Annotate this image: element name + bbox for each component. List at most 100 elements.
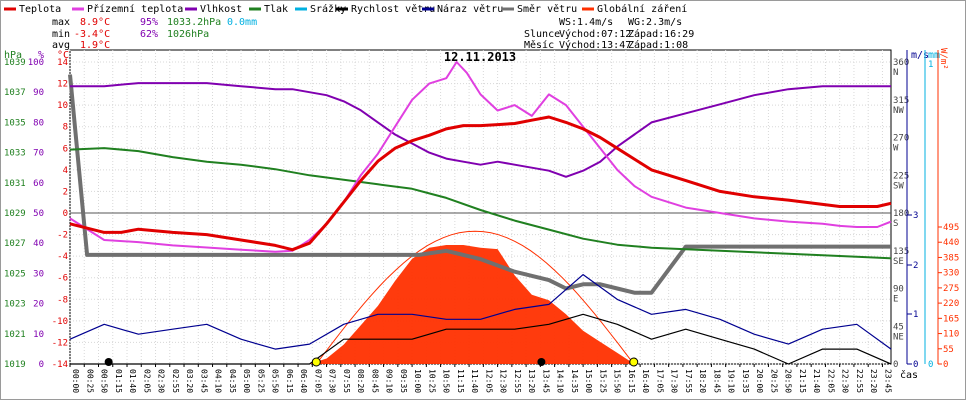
- x-tick-2: 00:50: [100, 369, 109, 393]
- sunrise-marker: [311, 357, 321, 367]
- x-tick-7: 02:55: [171, 369, 180, 393]
- radiation-tick-4: 275: [943, 284, 959, 294]
- temperature-tick-7: 0: [63, 209, 68, 219]
- x-tick-3: 01:15: [114, 369, 123, 393]
- x-tick-30: 12:30: [499, 369, 508, 393]
- moonset-marker: [104, 358, 113, 366]
- x-tick-16: 06:40: [299, 369, 308, 393]
- radiation-tick-0: 495: [943, 223, 959, 233]
- winddir-label-2: W: [893, 144, 899, 154]
- x-tick-32: 13:20: [527, 369, 536, 393]
- stat-max-hum: 95%: [140, 17, 158, 28]
- humidity-tick-1: 90: [33, 88, 44, 98]
- wind-gust-info: WG:2.3m/s: [628, 17, 682, 28]
- windspeed-tick-1: 2: [913, 261, 918, 271]
- humidity-tick-5: 50: [33, 209, 44, 219]
- temperature-tick-6: 2: [63, 187, 68, 197]
- legend-label-5: Rychlost větru: [351, 3, 435, 15]
- stat-min-press: 1026hPa: [167, 29, 209, 40]
- x-tick-18: 07:30: [328, 369, 337, 393]
- humidity-tick-0: 100: [28, 58, 44, 68]
- x-tick-24: 10:00: [413, 369, 422, 393]
- x-tick-52: 21:40: [812, 369, 821, 393]
- pressure-tick-8: 1023: [4, 300, 26, 310]
- temperature-tick-1: 12: [57, 80, 68, 90]
- humidity-tick-10: 0: [39, 360, 44, 370]
- winddir-tick-2: 270: [893, 134, 909, 144]
- x-tick-45: 18:45: [712, 369, 721, 393]
- stat-min-temp: -3.4°C: [74, 29, 110, 40]
- x-tick-43: 17:55: [684, 369, 693, 393]
- humidity-tick-3: 70: [33, 149, 44, 159]
- x-tick-4: 01:40: [128, 369, 137, 393]
- sun-set: Západ:16:29: [628, 28, 694, 40]
- x-tick-17: 07:05: [313, 369, 322, 393]
- x-tick-22: 09:10: [385, 369, 394, 393]
- x-tick-40: 16:40: [641, 369, 650, 393]
- temperature-tick-2: 10: [57, 101, 68, 111]
- humidity-tick-7: 30: [33, 269, 44, 279]
- x-tick-48: 20:00: [755, 369, 764, 393]
- x-tick-14: 05:50: [271, 369, 280, 393]
- temperature-tick-10: -6: [57, 274, 68, 284]
- stats-block: max 8.9°C 95% 1033.2hPa 0.0mm min -3.4°C…: [52, 17, 257, 51]
- winddir-tick-7: 45: [893, 322, 904, 332]
- x-tick-37: 15:25: [598, 369, 607, 393]
- series-směr-větru: [68, 74, 891, 295]
- x-tick-39: 16:15: [627, 369, 636, 393]
- x-tick-20: 08:20: [356, 369, 365, 393]
- winddir-label-6: E: [893, 295, 898, 305]
- pressure-tick-7: 1025: [4, 269, 26, 279]
- series-radiation-arc: [315, 230, 635, 365]
- humidity-tick-9: 10: [33, 330, 44, 340]
- stat-avg-temp: 1.9°C: [80, 40, 110, 51]
- unit-mm: mm: [928, 50, 940, 61]
- winddir-tick-4: 180: [893, 209, 909, 219]
- humidity-tick-4: 60: [33, 179, 44, 189]
- series-vlhkost: [70, 82, 891, 178]
- chart-date-title: 12.11.2013: [444, 50, 516, 64]
- x-tick-26: 10:50: [442, 369, 451, 393]
- winddir-label-4: S: [893, 219, 898, 229]
- legend-label-8: Globální záření: [597, 3, 687, 15]
- radiation-tick-1: 440: [943, 238, 959, 248]
- x-tick-29: 12:05: [484, 369, 493, 393]
- moon-set: Západ:1:08: [628, 39, 688, 51]
- winddir-tick-1: 315: [893, 96, 909, 106]
- x-tick-33: 13:45: [541, 369, 550, 393]
- winddir-label-3: SW: [893, 181, 904, 191]
- legend-label-3: Tlak: [264, 4, 288, 15]
- windspeed-tick-0: 3: [913, 211, 918, 221]
- stat-max-rain: 0.0mm: [227, 17, 257, 28]
- astro-block: WS:1.4m/s WG:2.3m/s Slunce Východ:07:12 …: [524, 17, 694, 51]
- unit-ms: m/s: [911, 50, 929, 61]
- x-tick-23: 09:35: [399, 369, 408, 393]
- winddir-tick-3: 225: [893, 171, 909, 181]
- legend-label-7: Směr větru: [517, 3, 577, 15]
- stat-avg-label: avg: [52, 40, 70, 51]
- wind-speed-info: WS:1.4m/s: [559, 17, 613, 28]
- legend-label-2: Vlhkost: [200, 4, 242, 15]
- series-náraz-větru: [69, 274, 892, 350]
- temperature-tick-3: 8: [63, 123, 68, 133]
- x-tick-34: 14:10: [556, 369, 565, 393]
- humidity-tick-2: 80: [33, 118, 44, 128]
- humidity-tick-8: 20: [33, 300, 44, 310]
- radiation-tick-3: 330: [943, 269, 959, 279]
- x-tick-35: 14:35: [570, 369, 579, 393]
- radiation-tick-9: 0: [943, 360, 948, 370]
- radiation-tick-5: 220: [943, 299, 959, 309]
- stat-min-label: min: [52, 29, 70, 40]
- winddir-label-1: NW: [893, 106, 904, 116]
- humidity-tick-6: 40: [33, 239, 44, 249]
- unit-pct: %: [38, 50, 44, 61]
- x-tick-6: 02:30: [157, 369, 166, 393]
- unit-degc: °C: [57, 50, 69, 61]
- radiation-tick-8: 55: [943, 345, 954, 355]
- series-přízemní-teplota: [69, 61, 892, 253]
- x-tick-46: 19:10: [727, 369, 736, 393]
- x-tick-50: 20:50: [784, 369, 793, 393]
- x-tick-8: 03:20: [185, 369, 194, 393]
- x-tick-1: 00:25: [85, 369, 94, 393]
